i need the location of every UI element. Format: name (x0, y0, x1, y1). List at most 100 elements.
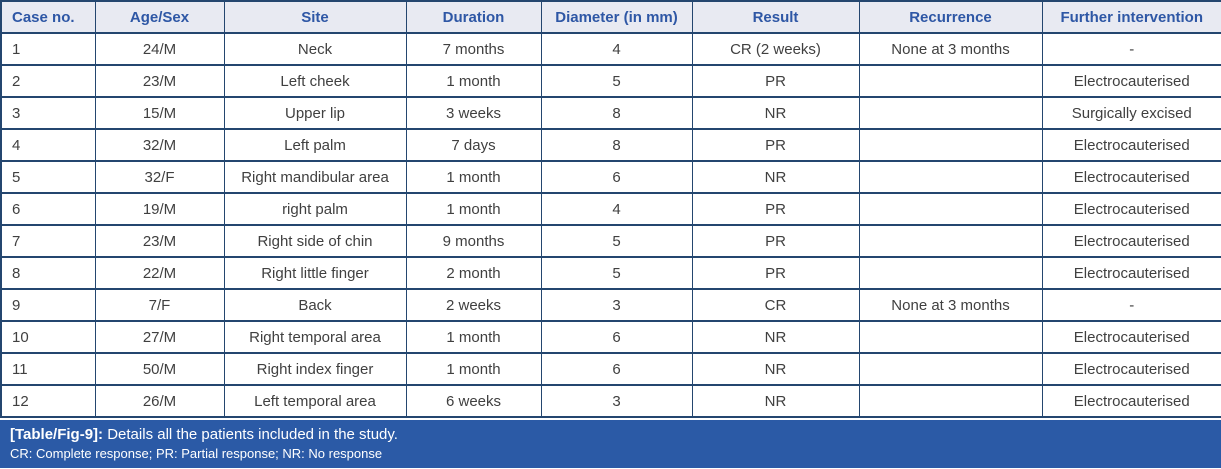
table-cell: 6 (540, 160, 693, 194)
table-row: 11 50/M Right index finger 1 month 6 NR Electr… (0, 352, 1221, 386)
table-cell: 3 (0, 96, 96, 130)
column-header-case-no: Case no. (0, 0, 96, 34)
table-cell (858, 96, 1043, 130)
table-cell: 1 (0, 32, 96, 66)
column-header-recurrence: Recurrence (858, 0, 1043, 34)
table-cell: CR (691, 288, 860, 322)
table-row: 10 27/M Right temporal area 1 month 6 NR Elect… (0, 320, 1221, 354)
table-row: 5 32/F Right mandibular area 1 month 6 NR Elec… (0, 160, 1221, 194)
table-cell: right palm (223, 192, 407, 226)
table-cell (858, 224, 1043, 258)
table-cell: Electrocauterised (1041, 128, 1221, 162)
table-cell: 1 month (405, 64, 542, 98)
table-cell: 3 (540, 384, 693, 418)
table-cell: - (1041, 288, 1221, 322)
table-row: 8 22/M Right little finger 2 month 5 PR Electr… (0, 256, 1221, 290)
table-cell: 15/M (94, 96, 225, 130)
table-cell: 12 (0, 384, 96, 418)
table-cell: 9 (0, 288, 96, 322)
table-cell: CR (2 weeks) (691, 32, 860, 66)
table-cell: None at 3 months (858, 32, 1043, 66)
table-cell: PR (691, 224, 860, 258)
table-cell: PR (691, 256, 860, 290)
column-header-further-intervention: Further intervention (1041, 0, 1221, 34)
table-cell: NR (691, 352, 860, 386)
abbreviation-legend: CR: Complete response; PR: Partial respo… (10, 446, 383, 461)
column-header-result: Result (691, 0, 860, 34)
table-cell (858, 384, 1043, 418)
table-row: 7 23/M Right side of chin 9 months 5 PR Electr… (0, 224, 1221, 258)
table-cell: 1 month (405, 160, 542, 194)
table-cell: PR (691, 192, 860, 226)
table-cell: Left cheek (223, 64, 407, 98)
column-header-site: Site (223, 0, 407, 34)
table-cell: 10 (0, 320, 96, 354)
table-cell: 2 month (405, 256, 542, 290)
table-cell: 11 (0, 352, 96, 386)
table-cell: Right little finger (223, 256, 407, 290)
table-cell: 1 month (405, 352, 542, 386)
table-cell: 7 months (405, 32, 542, 66)
table-cell: Electrocauterised (1041, 160, 1221, 194)
table-cell: 32/M (94, 128, 225, 162)
table-cell: 19/M (94, 192, 225, 226)
table-cell: 5 (0, 160, 96, 194)
table-cell: Electrocauterised (1041, 224, 1221, 258)
table-cell: 6 (0, 192, 96, 226)
table-cell: 7 days (405, 128, 542, 162)
table-cell: 4 (540, 192, 693, 226)
table-cell: Left palm (223, 128, 407, 162)
table-row: 12 26/M Left temporal area 6 weeks 3 NR Electr… (0, 384, 1221, 418)
table-row: 4 32/M Left palm 7 days 8 PR Electrocauterised (0, 128, 1221, 162)
column-header-duration: Duration (405, 0, 542, 34)
column-header-age-sex: Age/Sex (94, 0, 225, 34)
table-cell: - (1041, 32, 1221, 66)
table-cell: Electrocauterised (1041, 64, 1221, 98)
figure-caption: [Table/Fig-9]: Details all the patients … (0, 420, 1221, 468)
table-cell (858, 64, 1043, 98)
table-cell (858, 192, 1043, 226)
table-cell: 2 (0, 64, 96, 98)
table-cell: Left temporal area (223, 384, 407, 418)
table-cell: 7 (0, 224, 96, 258)
table-cell: 6 (540, 320, 693, 354)
table-cell: 6 weeks (405, 384, 542, 418)
table-cell: Electrocauterised (1041, 384, 1221, 418)
table-cell: 6 (540, 352, 693, 386)
table-cell: PR (691, 128, 860, 162)
table-cell: 5 (540, 256, 693, 290)
table-cell: NR (691, 320, 860, 354)
table-cell: Electrocauterised (1041, 192, 1221, 226)
table-cell: Neck (223, 32, 407, 66)
table-cell: 9 months (405, 224, 542, 258)
table-cell: 23/M (94, 64, 225, 98)
patients-table: Case no. Age/Sex Site Duration Diameter … (0, 0, 1221, 418)
table-cell: 32/F (94, 160, 225, 194)
table-cell: 1 month (405, 320, 542, 354)
table-cell: Back (223, 288, 407, 322)
table-cell: 7/F (94, 288, 225, 322)
table-cell (858, 352, 1043, 386)
table-row: 2 23/M Left cheek 1 month 5 PR Electrocauteris… (0, 64, 1221, 98)
table-cell: NR (691, 160, 860, 194)
table-cell: 26/M (94, 384, 225, 418)
table-cell (858, 160, 1043, 194)
table-cell: 8 (540, 96, 693, 130)
table-cell: 50/M (94, 352, 225, 386)
table-cell: NR (691, 96, 860, 130)
table-cell: 3 weeks (405, 96, 542, 130)
table-cell: 8 (0, 256, 96, 290)
table-cell (858, 128, 1043, 162)
table-header-row: Case no. Age/Sex Site Duration Diameter … (0, 0, 1221, 34)
table-cell (858, 320, 1043, 354)
table-cell: Electrocauterised (1041, 320, 1221, 354)
table-cell: 5 (540, 224, 693, 258)
table-cell: 3 (540, 288, 693, 322)
table-cell: 2 weeks (405, 288, 542, 322)
caption-label: [Table/Fig-9]: (10, 426, 104, 443)
table-cell: 23/M (94, 224, 225, 258)
table-cell: 24/M (94, 32, 225, 66)
table-row: 3 15/M Upper lip 3 weeks 8 NR Surgically excis… (0, 96, 1221, 130)
table-cell: Right index finger (223, 352, 407, 386)
